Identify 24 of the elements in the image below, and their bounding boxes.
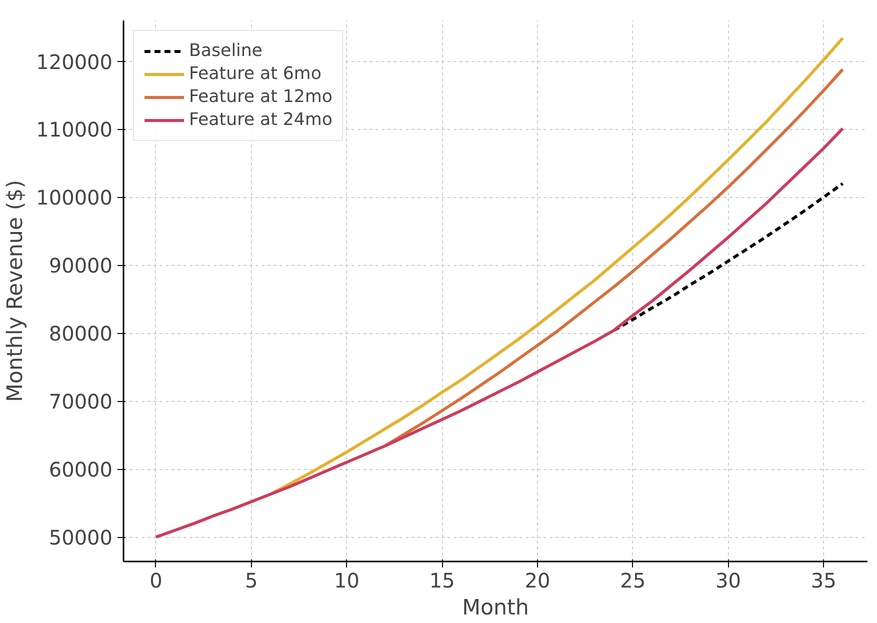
x-tick-label: 15 [429, 568, 455, 592]
y-tick-label: 50000 [48, 526, 112, 550]
y-tick-label: 120000 [36, 50, 113, 74]
x-tick-label: 25 [620, 568, 646, 592]
x-tick-label: 0 [150, 568, 162, 592]
x-tick-label: 30 [716, 568, 741, 592]
x-tick-label: 20 [524, 568, 550, 592]
legend-label: Feature at 12mo [189, 87, 332, 107]
x-tick-label: 10 [334, 568, 360, 592]
y-tick-label: 90000 [48, 254, 112, 278]
y-tick-label: 80000 [48, 322, 112, 346]
line-series [612, 182, 844, 332]
x-tick-label: 5 [244, 568, 258, 592]
legend-label: Feature at 6mo [189, 64, 322, 84]
y-tick-label: 110000 [36, 118, 113, 142]
legend-label: Baseline [189, 41, 262, 61]
line-series [154, 127, 844, 539]
legend-label: Feature at 24mo [189, 110, 332, 130]
x-tick-label: 35 [810, 568, 836, 592]
y-tick-label: 100000 [36, 186, 113, 210]
y-tick-label: 60000 [48, 458, 112, 482]
y-tick-label: 70000 [48, 390, 112, 414]
y-axis-title: Monthly Revenue ($) [3, 180, 28, 402]
x-axis-title: Month [462, 596, 529, 620]
